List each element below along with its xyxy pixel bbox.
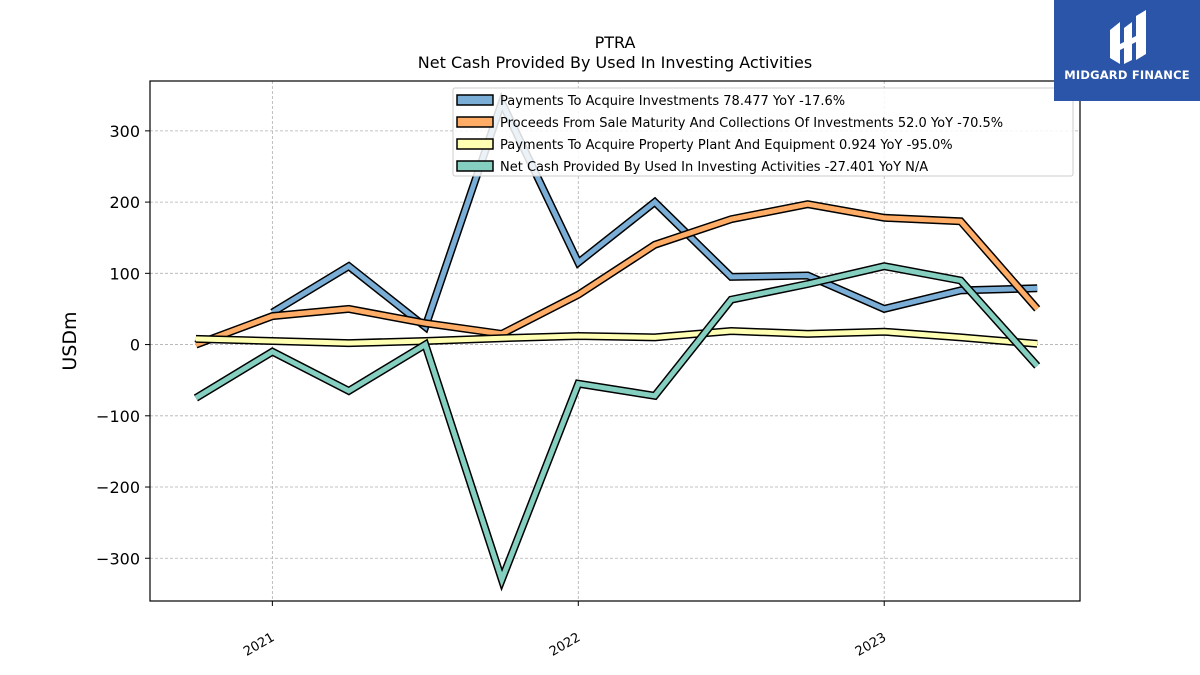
legend-swatch xyxy=(456,116,494,128)
series-2 xyxy=(195,326,1038,348)
series-0 xyxy=(270,91,1038,334)
series-line xyxy=(195,201,1040,347)
y-tick-label: 0 xyxy=(130,336,140,355)
plot-frame xyxy=(149,80,1081,602)
y-tick-label: 100 xyxy=(109,264,140,283)
series-1 xyxy=(194,200,1041,349)
x-tick-label: 2022 xyxy=(547,630,583,660)
series-line xyxy=(194,263,1040,588)
x-axis-ticks: 2021 2022 2023 xyxy=(241,601,889,660)
y-tick-label: 300 xyxy=(109,122,140,141)
x-tick-label: 2023 xyxy=(853,630,889,660)
y-tick-label: −300 xyxy=(96,549,140,568)
y-axis-label: USDm xyxy=(59,311,81,370)
x-tick-label: 2021 xyxy=(241,630,277,660)
series-lines xyxy=(193,91,1041,592)
chart-title: PTRA xyxy=(595,33,636,52)
series-3 xyxy=(193,262,1041,592)
legend-label: Payments To Acquire Property Plant And E… xyxy=(500,138,953,153)
y-tick-label: 200 xyxy=(109,193,140,212)
legend-label: Proceeds From Sale Maturity And Collecti… xyxy=(500,116,1003,131)
brand-logo: MIDGARD FINANCE xyxy=(1054,0,1200,101)
y-tick-label: −200 xyxy=(96,478,140,497)
y-tick-label: −100 xyxy=(96,407,140,426)
logo-text: MIDGARD FINANCE xyxy=(1064,68,1190,82)
logo-mark-icon xyxy=(1110,10,1146,64)
legend-label: Net Cash Provided By Used In Investing A… xyxy=(500,160,928,175)
legend-swatch xyxy=(456,94,494,106)
series-line xyxy=(271,95,1038,331)
legend-frame xyxy=(452,87,1074,177)
legend: Payments To Acquire Investments 78.477 Y… xyxy=(452,87,1074,177)
legend-swatch xyxy=(456,160,494,172)
legend-label: Payments To Acquire Investments 78.477 Y… xyxy=(500,94,845,109)
legend-swatch xyxy=(456,138,494,150)
chart-subtitle: Net Cash Provided By Used In Investing A… xyxy=(418,53,812,72)
series-line xyxy=(195,328,1038,347)
y-axis-ticks: −300 −200 −100 0 100 200 300 xyxy=(96,122,150,568)
